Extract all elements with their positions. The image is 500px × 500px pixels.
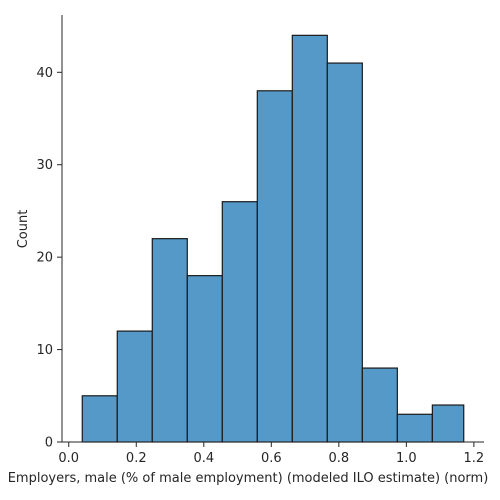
histogram-bar-10 bbox=[396, 413, 433, 443]
histogram-bar-3 bbox=[151, 238, 188, 443]
bars-group bbox=[81, 34, 465, 443]
y-tick-label: 0 bbox=[45, 436, 53, 451]
x-tick-label: 0.0 bbox=[58, 451, 79, 466]
x-tick-label: 0.4 bbox=[193, 451, 214, 466]
histogram-bar-6 bbox=[256, 90, 293, 443]
y-tick-label: 40 bbox=[36, 66, 53, 81]
y-ticks-group: 0 10 20 30 40 bbox=[36, 66, 62, 451]
x-tick-label: 0.8 bbox=[328, 451, 349, 466]
histogram-bar-4 bbox=[186, 275, 223, 443]
x-ticks-group: 0.0 0.2 0.4 0.6 0.8 1.0 1.2 bbox=[58, 442, 484, 466]
x-tick-label: 0.6 bbox=[261, 451, 282, 466]
histogram-bar-9 bbox=[361, 367, 398, 443]
histogram-bar-1 bbox=[81, 395, 118, 443]
y-tick-label: 10 bbox=[36, 343, 53, 358]
x-axis-label: Employers, male (% of male employment) (… bbox=[8, 471, 489, 486]
histogram-bar-7 bbox=[291, 34, 328, 443]
x-tick-label: 1.2 bbox=[464, 451, 485, 466]
y-tick-label: 30 bbox=[36, 158, 53, 173]
x-tick-label: 0.2 bbox=[126, 451, 147, 466]
histogram-bar-8 bbox=[326, 62, 363, 443]
histogram-bar-11 bbox=[431, 404, 465, 443]
y-tick-label: 20 bbox=[36, 251, 53, 266]
x-tick-label: 1.0 bbox=[396, 451, 417, 466]
y-axis-label: Count bbox=[16, 210, 31, 249]
histogram-bar-2 bbox=[116, 330, 153, 443]
histogram-bar-5 bbox=[221, 201, 258, 443]
